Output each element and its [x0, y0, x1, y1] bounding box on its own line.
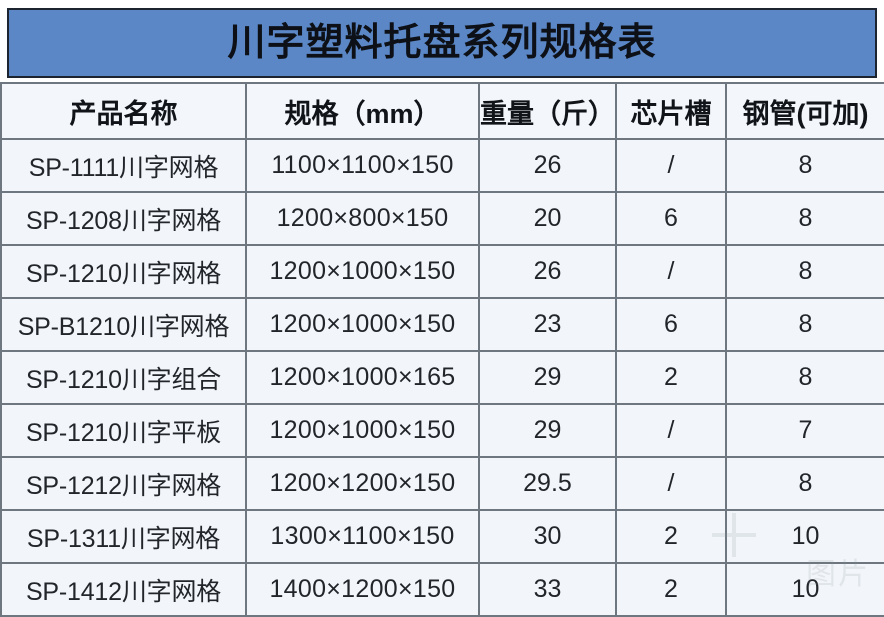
spec-sheet: 川字塑料托盘系列规格表 产品名称 规格（mm） 重量（斤） 芯片槽 钢管(可加)… [0, 8, 884, 617]
cell-chip-slot: / [615, 138, 727, 193]
cell-product-name: SP-1212川字网格 [0, 456, 247, 511]
cell-chip-slot: / [615, 403, 727, 458]
cell-product-name: SP-1208川字网格 [0, 191, 247, 246]
cell-product-name: SP-1412川字网格 [0, 562, 247, 617]
cell-spec: 1200×800×150 [245, 191, 480, 246]
cell-weight: 29 [478, 403, 617, 458]
cell-product-name: SP-1210川字组合 [0, 350, 247, 405]
cell-chip-slot: / [615, 456, 727, 511]
cell-steel-pipe: 10 [725, 509, 884, 564]
cell-steel-pipe: 10 [725, 562, 884, 617]
cell-weight: 26 [478, 138, 617, 193]
cell-weight: 29.5 [478, 456, 617, 511]
cell-spec: 1200×1000×150 [245, 403, 480, 458]
cell-steel-pipe: 7 [725, 403, 884, 458]
table-row: SP-1311川字网格 1300×1100×150 30 2 10 [0, 509, 884, 564]
table-header-row: 产品名称 规格（mm） 重量（斤） 芯片槽 钢管(可加) [0, 82, 884, 140]
table-row: SP-1210川字网格 1200×1000×150 26 / 8 [0, 244, 884, 299]
table-row: SP-1212川字网格 1200×1200×150 29.5 / 8 [0, 456, 884, 511]
cell-spec: 1200×1000×150 [245, 244, 480, 299]
cell-steel-pipe: 8 [725, 456, 884, 511]
table-row: SP-B1210川字网格 1200×1000×150 23 6 8 [0, 297, 884, 352]
cell-weight: 20 [478, 191, 617, 246]
page-title: 川字塑料托盘系列规格表 [227, 22, 657, 64]
cell-product-name: SP-1210川字网格 [0, 244, 247, 299]
cell-product-name: SP-1111川字网格 [0, 138, 247, 193]
cell-chip-slot: 2 [615, 562, 727, 617]
table-row: SP-1210川字平板 1200×1000×150 29 / 7 [0, 403, 884, 458]
table-row: SP-1210川字组合 1200×1000×165 29 2 8 [0, 350, 884, 405]
cell-spec: 1100×1100×150 [245, 138, 480, 193]
cell-chip-slot: 2 [615, 509, 727, 564]
cell-weight: 23 [478, 297, 617, 352]
table-body: SP-1111川字网格 1100×1100×150 26 / 8 SP-1208… [0, 138, 884, 617]
cell-product-name: SP-1311川字网格 [0, 509, 247, 564]
cell-spec: 1300×1100×150 [245, 509, 480, 564]
cell-steel-pipe: 8 [725, 191, 884, 246]
cell-product-name: SP-1210川字平板 [0, 403, 247, 458]
table-row: SP-1412川字网格 1400×1200×150 33 2 10 [0, 562, 884, 617]
column-header-steel-pipe: 钢管(可加) [725, 82, 884, 140]
column-header-weight: 重量（斤） [478, 82, 617, 140]
cell-steel-pipe: 8 [725, 138, 884, 193]
cell-weight: 29 [478, 350, 617, 405]
cell-chip-slot: 6 [615, 191, 727, 246]
column-header-chip-slot: 芯片槽 [615, 82, 727, 140]
cell-chip-slot: 6 [615, 297, 727, 352]
cell-spec: 1200×1000×165 [245, 350, 480, 405]
cell-steel-pipe: 8 [725, 350, 884, 405]
cell-weight: 33 [478, 562, 617, 617]
pallet-spec-table: 产品名称 规格（mm） 重量（斤） 芯片槽 钢管(可加) SP-1111川字网格… [0, 82, 884, 617]
column-header-name: 产品名称 [0, 82, 247, 140]
cell-spec: 1400×1200×150 [245, 562, 480, 617]
cell-product-name: SP-B1210川字网格 [0, 297, 247, 352]
cell-weight: 26 [478, 244, 617, 299]
cell-weight: 30 [478, 509, 617, 564]
column-header-spec: 规格（mm） [245, 82, 480, 140]
cell-steel-pipe: 8 [725, 297, 884, 352]
cell-spec: 1200×1000×150 [245, 297, 480, 352]
title-banner: 川字塑料托盘系列规格表 [7, 8, 877, 78]
cell-chip-slot: 2 [615, 350, 727, 405]
cell-steel-pipe: 8 [725, 244, 884, 299]
table-header: 产品名称 规格（mm） 重量（斤） 芯片槽 钢管(可加) [0, 82, 884, 140]
cell-chip-slot: / [615, 244, 727, 299]
cell-spec: 1200×1200×150 [245, 456, 480, 511]
table-row: SP-1208川字网格 1200×800×150 20 6 8 [0, 191, 884, 246]
table-row: SP-1111川字网格 1100×1100×150 26 / 8 [0, 138, 884, 193]
